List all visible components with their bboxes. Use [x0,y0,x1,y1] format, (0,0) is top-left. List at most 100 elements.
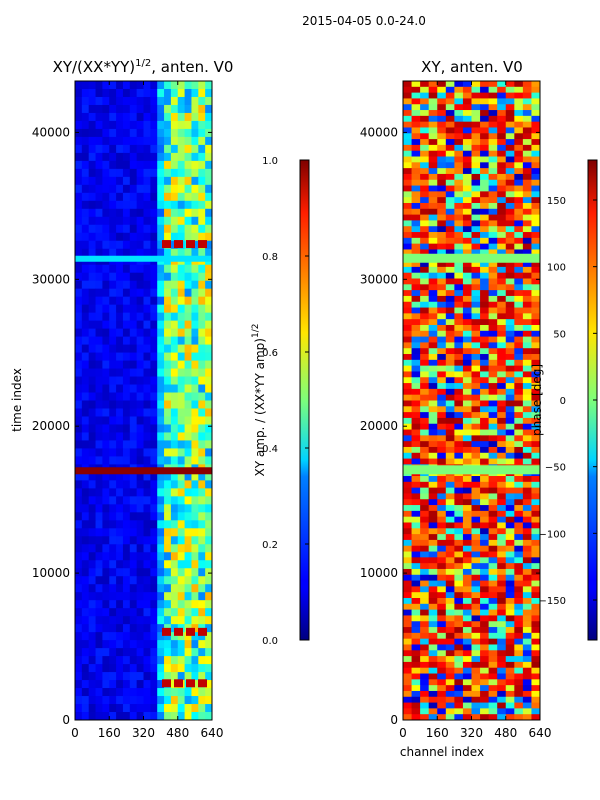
right-heatmap-cell [497,98,507,105]
right-heatmap-cell [403,499,412,506]
right-heatmap-cell [403,144,412,152]
right-heatmap-cell [411,679,421,686]
right-heatmap-cell [437,714,447,721]
left-heatmap-cell [81,432,90,441]
left-heatmap-cell [143,688,151,697]
left-heatmap-cell [184,128,192,138]
left-heatmap-cell [116,408,124,417]
left-heatmap-cell [129,328,138,337]
right-heatmap-cell [522,104,532,111]
left-heatmap-cell [164,496,172,505]
right-heatmap-cell [437,702,447,709]
right-heatmap-cell [522,214,532,221]
left-heatmap-cell [198,408,206,417]
right-heatmap-cell [437,481,447,489]
right-heatmap-cell [428,487,438,494]
right-heatmap-cell [480,528,490,535]
right-heatmap-cell [514,133,524,140]
left-heatmap-cell [136,96,144,106]
left-heatmap-cell [157,536,165,545]
right-heatmap-cell [428,627,438,634]
right-heatmap-cell [505,133,515,140]
left-heatmap-cell [81,344,90,353]
right-heatmap-cell [437,539,447,547]
left-heatmap-cell [75,656,83,665]
left-heatmap-cell [136,88,144,98]
right-heatmap-cell [505,272,515,279]
left-heatmap-cell [129,96,138,106]
right-heatmap-cell [497,336,507,343]
right-heatmap-cell [428,708,438,715]
right-heatmap-cell [403,197,412,204]
right-heatmap-cell [514,487,524,494]
right-heatmap-cell [454,243,464,250]
left-heatmap-cell [136,576,144,585]
left-heatmap-cell [95,168,103,178]
left-heatmap-cell [143,592,151,601]
right-heatmap-cell [462,133,472,140]
right-heatmap-cell [437,173,447,181]
left-heatmap-cell [88,392,96,401]
left-heatmap-cell [157,488,165,497]
left-heatmap-cell [184,144,192,154]
left-heatmap-cell [184,312,192,322]
right-heatmap-cell [420,261,430,268]
right-heatmap-cell [531,690,541,698]
left-heatmap-cell [164,528,172,537]
right-heatmap-cell [420,150,430,157]
left-heatmap-cell [129,320,138,330]
left-heatmap-cell [198,288,206,298]
left-heatmap-cell [129,704,138,713]
right-heatmap-cell [462,412,472,419]
right-heatmap-cell [531,290,541,297]
right-heatmap-cell [497,377,507,384]
left-heatmap-cell [122,528,131,537]
right-heatmap-cell [420,505,430,512]
left-heatmap-cell [198,424,206,433]
right-heatmap-cell [445,249,455,256]
right-heatmap-cell [411,708,421,715]
left-heatmap-cell [95,568,103,577]
left-heatmap-cell [198,560,206,569]
right-heatmap-cell [403,156,412,163]
right-heatmap-cell [471,110,481,117]
left-heatmap-cell [95,312,103,322]
left-heatmap-cell [129,224,138,234]
left-heatmap-cell [150,544,158,553]
left-heatmap-cell [143,336,151,345]
left-heatmap-cell [116,184,124,194]
right-heatmap-cell [462,185,472,192]
right-heatmap-cell [437,656,447,663]
right-heatmap-cell [437,499,447,506]
right-heatmap-cell [411,603,421,611]
left-heatmap-cell [75,320,83,330]
right-heatmap-cell [403,162,412,169]
right-heatmap-cell [488,139,498,146]
right-heatmap-cell [514,307,524,314]
right-heatmap-cell [514,458,524,465]
right-heatmap-cell [403,127,412,134]
right-heatmap-cell [445,609,455,616]
right-heatmap-cell [522,586,532,593]
right-heatmap-cell [497,127,507,134]
right-heatmap-cell [505,168,515,175]
left-heatmap-cell [88,640,96,649]
left-heatmap-cell [136,368,144,377]
left-heatmap-cell [95,632,103,641]
left-heatmap-cell [150,88,158,98]
right-heatmap-cell [505,505,515,512]
right-heatmap-cell [522,185,532,192]
right-heatmap-cell [445,86,455,94]
right-heatmap-cell [480,458,490,465]
right-heatmap-cell [411,313,421,320]
left-heatmap-cell [136,488,144,497]
left-heatmap-cell [198,520,206,529]
right-heatmap-cell [454,563,464,570]
right-heatmap-cell [411,516,421,523]
left-heatmap-cell [157,176,165,186]
left-heatmap-cell [88,416,96,425]
left-heatmap-cell [88,688,96,697]
right-heatmap-cell [488,383,498,390]
left-heatmap-cell [198,81,206,90]
